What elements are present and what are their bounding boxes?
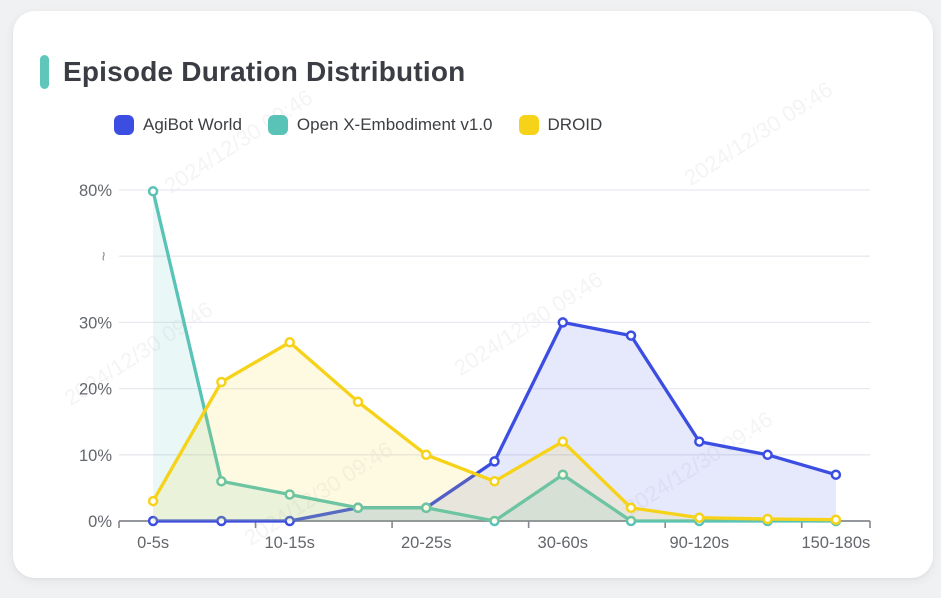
- data-point-droid[interactable]: [762, 513, 773, 525]
- y-axis-label: 10%: [79, 447, 112, 465]
- data-point-agibot-world[interactable]: [352, 502, 364, 514]
- data-point-droid[interactable]: [216, 376, 227, 388]
- data-point-open-x-embodiment-v1-0[interactable]: [420, 502, 432, 514]
- watermark-text: 2024/12/30 09:46: [619, 406, 778, 521]
- line-chart-plot: 0-5s 10-15s 20-25s 30-60s 90-120s 150-180s 0% 1…: [79, 182, 871, 552]
- legend-swatch-droid: [518, 115, 539, 135]
- data-point-droid[interactable]: [625, 502, 637, 514]
- watermark-text: 2024/12/30 09:46: [239, 436, 398, 551]
- legend-swatch-agibot-world: [114, 115, 134, 135]
- data-point-agibot-world[interactable]: [557, 317, 569, 328]
- watermark-text: 2024/12/30 09:46: [159, 84, 318, 199]
- data-point-open-x-embodiment-v1-0[interactable]: [762, 515, 773, 527]
- x-axis-label: 0-5s: [137, 534, 169, 552]
- data-point-droid[interactable]: [352, 396, 364, 408]
- x-axis-label: 20-25s: [401, 534, 451, 552]
- data-point-agibot-world[interactable]: [420, 502, 432, 514]
- data-point-agibot-world[interactable]: [762, 449, 773, 461]
- y-axis-label: 0%: [88, 513, 112, 531]
- data-point-droid[interactable]: [147, 495, 159, 507]
- data-point-droid[interactable]: [830, 514, 842, 525]
- data-point-open-x-embodiment-v1-0[interactable]: [489, 515, 500, 527]
- legend-label-agibot-world: AgiBot World: [143, 115, 242, 134]
- data-point-open-x-embodiment-v1-0[interactable]: [352, 502, 364, 514]
- data-point-open-x-embodiment-v1-0[interactable]: [694, 515, 705, 527]
- series-area-agibot-world: [153, 322, 836, 521]
- legend-item-agibot-world[interactable]: AgiBot World: [114, 115, 242, 135]
- title-accent-bar: [40, 55, 49, 89]
- series-line-agibot-world: [151, 320, 838, 523]
- series-area-droid: [153, 342, 836, 521]
- legend: AgiBot World Open X-Embodiment v1.0 DROI…: [114, 115, 602, 135]
- x-axis-label: 90-120s: [669, 534, 729, 552]
- y-axis-break-symbol: ~: [94, 251, 113, 261]
- data-point-open-x-embodiment-v1-0[interactable]: [625, 515, 637, 527]
- y-axis-label: 80%: [79, 182, 112, 200]
- chart-card: 2024/12/30 09:46 2024/12/30 09:46 2024/1…: [13, 11, 933, 578]
- legend-label-droid: DROID: [547, 115, 603, 134]
- x-axis-label: 10-15s: [264, 534, 314, 552]
- watermark-text: 2024/12/30 09:46: [679, 76, 838, 191]
- data-point-open-x-embodiment-v1-0[interactable]: [216, 476, 227, 487]
- data-point-agibot-world[interactable]: [625, 330, 637, 341]
- data-point-droid[interactable]: [284, 337, 295, 348]
- data-point-agibot-world[interactable]: [216, 515, 227, 527]
- data-point-droid[interactable]: [694, 512, 705, 523]
- y-axis-label: 20%: [79, 381, 112, 399]
- x-axis-label: 30-60s: [538, 534, 588, 552]
- data-point-agibot-world[interactable]: [489, 456, 500, 467]
- data-point-open-x-embodiment-v1-0[interactable]: [830, 515, 842, 527]
- data-point-droid[interactable]: [557, 436, 569, 447]
- legend-swatch-open-x-embodiment: [267, 115, 288, 135]
- x-axis-label: 150-180s: [801, 534, 870, 552]
- data-point-agibot-world[interactable]: [694, 436, 705, 447]
- watermark-text: 2024/12/30 09:46: [59, 296, 218, 411]
- legend-item-droid[interactable]: DROID: [518, 115, 603, 135]
- legend-label-open-x-embodiment: Open X-Embodiment v1.0: [296, 115, 493, 134]
- data-point-agibot-world[interactable]: [284, 515, 295, 527]
- series-line-droid: [151, 340, 838, 522]
- data-point-open-x-embodiment-v1-0[interactable]: [147, 186, 159, 197]
- data-point-agibot-world[interactable]: [830, 469, 842, 480]
- series-area-open-x-embodiment-v1-0: [153, 191, 836, 522]
- data-point-open-x-embodiment-v1-0[interactable]: [284, 489, 295, 500]
- y-axis-label: 30%: [79, 314, 112, 332]
- data-point-open-x-embodiment-v1-0[interactable]: [557, 469, 569, 480]
- watermark-text: 2024/12/30 09:46: [449, 266, 608, 381]
- chart-title-row: Episode Duration Distribution: [40, 55, 465, 89]
- data-point-droid[interactable]: [420, 449, 432, 461]
- chart-title: Episode Duration Distribution: [63, 56, 466, 87]
- legend-item-open-x-embodiment[interactable]: Open X-Embodiment v1.0: [267, 115, 493, 135]
- series-line-open-x-embodiment-v1-0: [151, 189, 838, 523]
- data-point-agibot-world[interactable]: [147, 515, 159, 527]
- data-point-droid[interactable]: [489, 476, 500, 487]
